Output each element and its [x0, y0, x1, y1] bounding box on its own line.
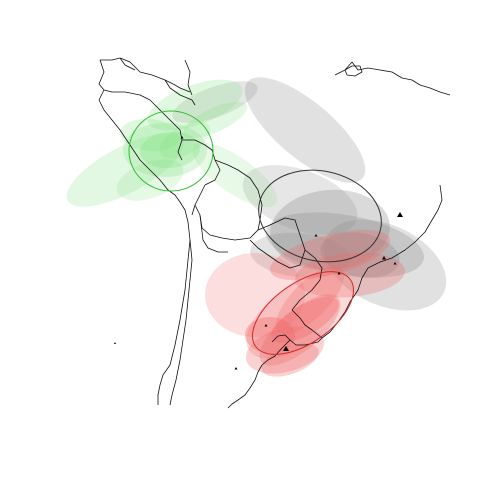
colombia-brazil-border: [164, 79, 196, 106]
red-ellipse: [205, 253, 305, 337]
point-marker: [337, 272, 341, 275]
red-ellipse: [269, 229, 391, 281]
central-america-fragment: [184, 59, 193, 96]
caribbean-coastline: [334, 61, 451, 96]
green-ellipse: [140, 131, 200, 169]
red-ellipse: [275, 265, 345, 335]
point-marker: [314, 234, 318, 237]
red-ellipse: [246, 271, 354, 359]
point-marker: [397, 212, 403, 217]
colombia-peru-border: [149, 99, 183, 161]
green-outline-ellipse: [128, 110, 214, 192]
map-borders: [98, 57, 451, 409]
red-ellipse: [261, 343, 319, 377]
red-cluster: [205, 229, 405, 377]
gray-ellipse: [266, 212, 424, 278]
green-ellipse: [66, 133, 184, 207]
chile-argentina-border: [169, 239, 193, 406]
pacific-coastline: [98, 59, 191, 405]
point-markers: [114, 136, 403, 370]
green-ellipse: [120, 118, 180, 152]
red-ellipse: [259, 294, 341, 366]
argentina-brazil-border: [291, 249, 323, 311]
gray-cluster: [172, 77, 447, 311]
point-marker: [234, 367, 238, 370]
point-marker: [114, 342, 116, 344]
argentina-coast: [271, 334, 291, 343]
gray-ellipse: [320, 232, 400, 278]
red-outline-ellipse: [251, 271, 355, 355]
point-marker: [393, 262, 397, 265]
peru-brazil-border: [182, 139, 221, 216]
red-ellipse: [295, 252, 405, 298]
venezuela-border: [119, 57, 136, 71]
point-marker: [382, 256, 386, 260]
bolivia-south-border: [199, 214, 228, 253]
gray-outline-ellipse: [258, 169, 382, 263]
island: [344, 65, 363, 77]
red-ellipse: [245, 317, 295, 353]
red-ellipse: [271, 296, 339, 344]
ecuador-border: [103, 89, 151, 101]
gray-ellipse: [244, 77, 366, 183]
green-ellipse: [192, 142, 278, 208]
point-marker: [264, 324, 268, 327]
northern-coastline: [100, 57, 191, 93]
gray-ellipse: [242, 165, 358, 235]
gray-ellipse: [172, 81, 258, 123]
point-marker: [180, 136, 184, 139]
green-ellipse: [182, 101, 248, 139]
point-marker: [283, 346, 289, 351]
gray-ellipse: [250, 232, 350, 278]
atlantic-coastline-brazil: [321, 184, 443, 339]
gray-ellipse: [323, 219, 447, 311]
gray-ellipse: [270, 189, 390, 271]
